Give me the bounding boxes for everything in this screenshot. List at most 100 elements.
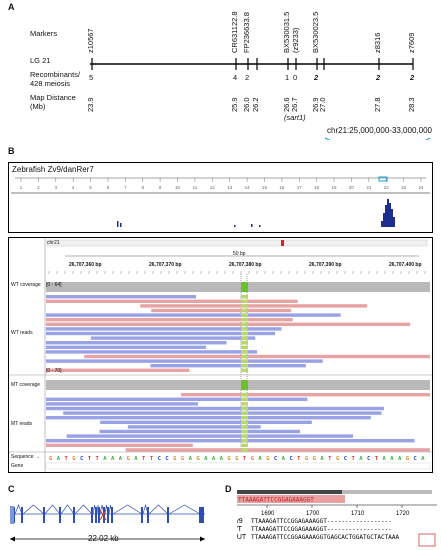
- marker-name: z7609: [407, 32, 416, 53]
- exon: [59, 507, 61, 523]
- ruler-tick-label: 17: [297, 185, 303, 190]
- read-mismatch: [241, 327, 248, 331]
- exon: [107, 507, 109, 523]
- row-label: WT: [237, 526, 243, 533]
- sequence-base: G: [72, 456, 76, 462]
- marker-name: CR631122.8: [230, 11, 239, 53]
- read-mismatch: [241, 354, 248, 359]
- intron: [14, 504, 23, 515]
- coverage-peak: [251, 224, 253, 227]
- recombinant-count: 2: [314, 73, 319, 82]
- read-mismatch: [241, 416, 248, 420]
- sequence-base: T: [65, 456, 69, 462]
- wt-coverage-range: [0 - 64]: [46, 282, 62, 288]
- axis-tick-label: 1690: [261, 511, 275, 517]
- gene-label: Gene: [11, 463, 24, 469]
- read-mismatch: [241, 336, 248, 340]
- sequence-base: T: [297, 456, 301, 462]
- sequence-base: G: [336, 456, 340, 462]
- ruler-tick-label: 2: [37, 185, 40, 190]
- coverage-peak: [387, 199, 389, 227]
- panel-d-label: D: [225, 484, 232, 494]
- sequence-base: A: [258, 456, 262, 462]
- sequence-base: G: [49, 456, 53, 462]
- exon: [141, 507, 143, 523]
- sequence-base: G: [235, 456, 239, 462]
- sequence-base: G: [406, 456, 410, 462]
- ruler-tick-label: 9: [159, 185, 162, 190]
- ruler-tick-label: 19: [332, 185, 338, 190]
- read: [46, 331, 276, 336]
- wt-reads-label: WT reads: [11, 330, 33, 336]
- mt-reads-label: MT reads: [11, 421, 33, 427]
- coverage-mismatch: [241, 380, 248, 390]
- read-mismatch: [241, 429, 248, 434]
- recombinant-count: 4: [233, 73, 238, 82]
- read-mismatch: [241, 364, 248, 368]
- read: [63, 411, 382, 415]
- exon: [167, 507, 169, 523]
- sequence-base: G: [313, 456, 317, 462]
- map-distance: 25.9: [230, 97, 239, 112]
- read-mismatch: [241, 397, 248, 401]
- read: [46, 368, 190, 372]
- read-mismatch: [241, 406, 248, 411]
- row-sequence: TTAAAGATTCCGGAGAAAGGT------------------: [251, 518, 392, 525]
- row-label: Zv9: [237, 518, 243, 525]
- sequence-base: A: [103, 456, 107, 462]
- read-mismatch: [241, 331, 248, 336]
- linkage-group-map: [90, 58, 431, 140]
- row-label: MUT: [237, 534, 247, 541]
- ruler-tick-label: 18: [314, 185, 320, 190]
- bp-tick-label: 26,707,360 bp: [69, 262, 102, 268]
- bp-tick-label: 26,707,370 bp: [149, 262, 182, 268]
- intron: [74, 504, 93, 515]
- region-highlight: [378, 176, 388, 182]
- sequence-base: G: [305, 456, 309, 462]
- scale-arrow-right: [200, 536, 205, 542]
- read: [46, 406, 385, 411]
- span-label: 50 bp: [233, 251, 246, 257]
- coverage-peak: [259, 225, 261, 227]
- recombinant-count: 5: [89, 73, 94, 82]
- sequence-base: C: [158, 456, 161, 462]
- wt-coverage-label: WT coverage: [11, 282, 41, 288]
- sequence-base: C: [413, 456, 416, 462]
- gene-structure: [10, 503, 205, 542]
- chrom-position: [281, 240, 284, 246]
- read: [46, 318, 293, 322]
- ruler-tick-label: 5: [89, 185, 92, 190]
- sequence-base: A: [390, 456, 394, 462]
- intron: [60, 504, 75, 515]
- chrom-ideogram: [46, 239, 428, 247]
- markers-label: Markers: [30, 29, 58, 38]
- read-mismatch: [241, 313, 248, 317]
- gene-track: [45, 462, 431, 470]
- intron: [112, 504, 143, 515]
- sequence-base: T: [88, 456, 92, 462]
- map-distance: 26.7: [290, 97, 299, 112]
- recombinant-count: 1: [285, 73, 290, 82]
- sequence-base: A: [134, 456, 138, 462]
- sequence-base: A: [421, 456, 425, 462]
- stop-codon-box: [418, 533, 436, 547]
- read-mismatch: [241, 393, 248, 397]
- read: [46, 443, 193, 447]
- chrom-label: chr21: [47, 240, 60, 246]
- chr-region-callout: chr21:25,000,000-33,000,000: [327, 126, 432, 135]
- read-mismatch: [241, 322, 248, 326]
- ruler-tick-label: 21: [366, 185, 372, 190]
- read: [46, 350, 258, 354]
- read: [46, 299, 298, 303]
- sequence-base: T: [150, 456, 154, 462]
- axis-tick-label: 1720: [396, 511, 410, 517]
- sequence-base: A: [57, 456, 61, 462]
- read: [46, 402, 198, 406]
- read: [181, 393, 430, 397]
- exon: [91, 507, 93, 523]
- exon: [95, 507, 97, 523]
- read-mismatch: [241, 402, 248, 406]
- sequence-base: G: [196, 456, 200, 462]
- sequence-base: A: [189, 456, 193, 462]
